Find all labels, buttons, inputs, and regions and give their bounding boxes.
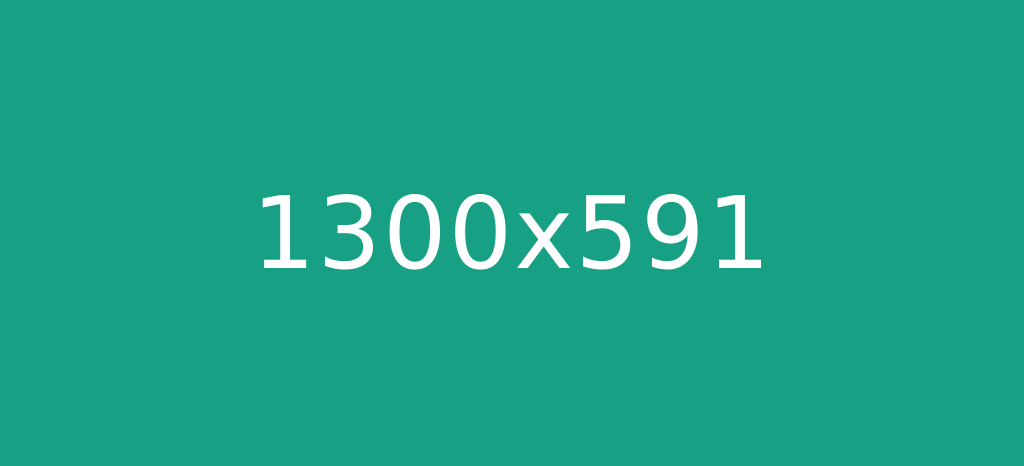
placeholder-dimensions-label: 1300x591 <box>251 175 773 292</box>
